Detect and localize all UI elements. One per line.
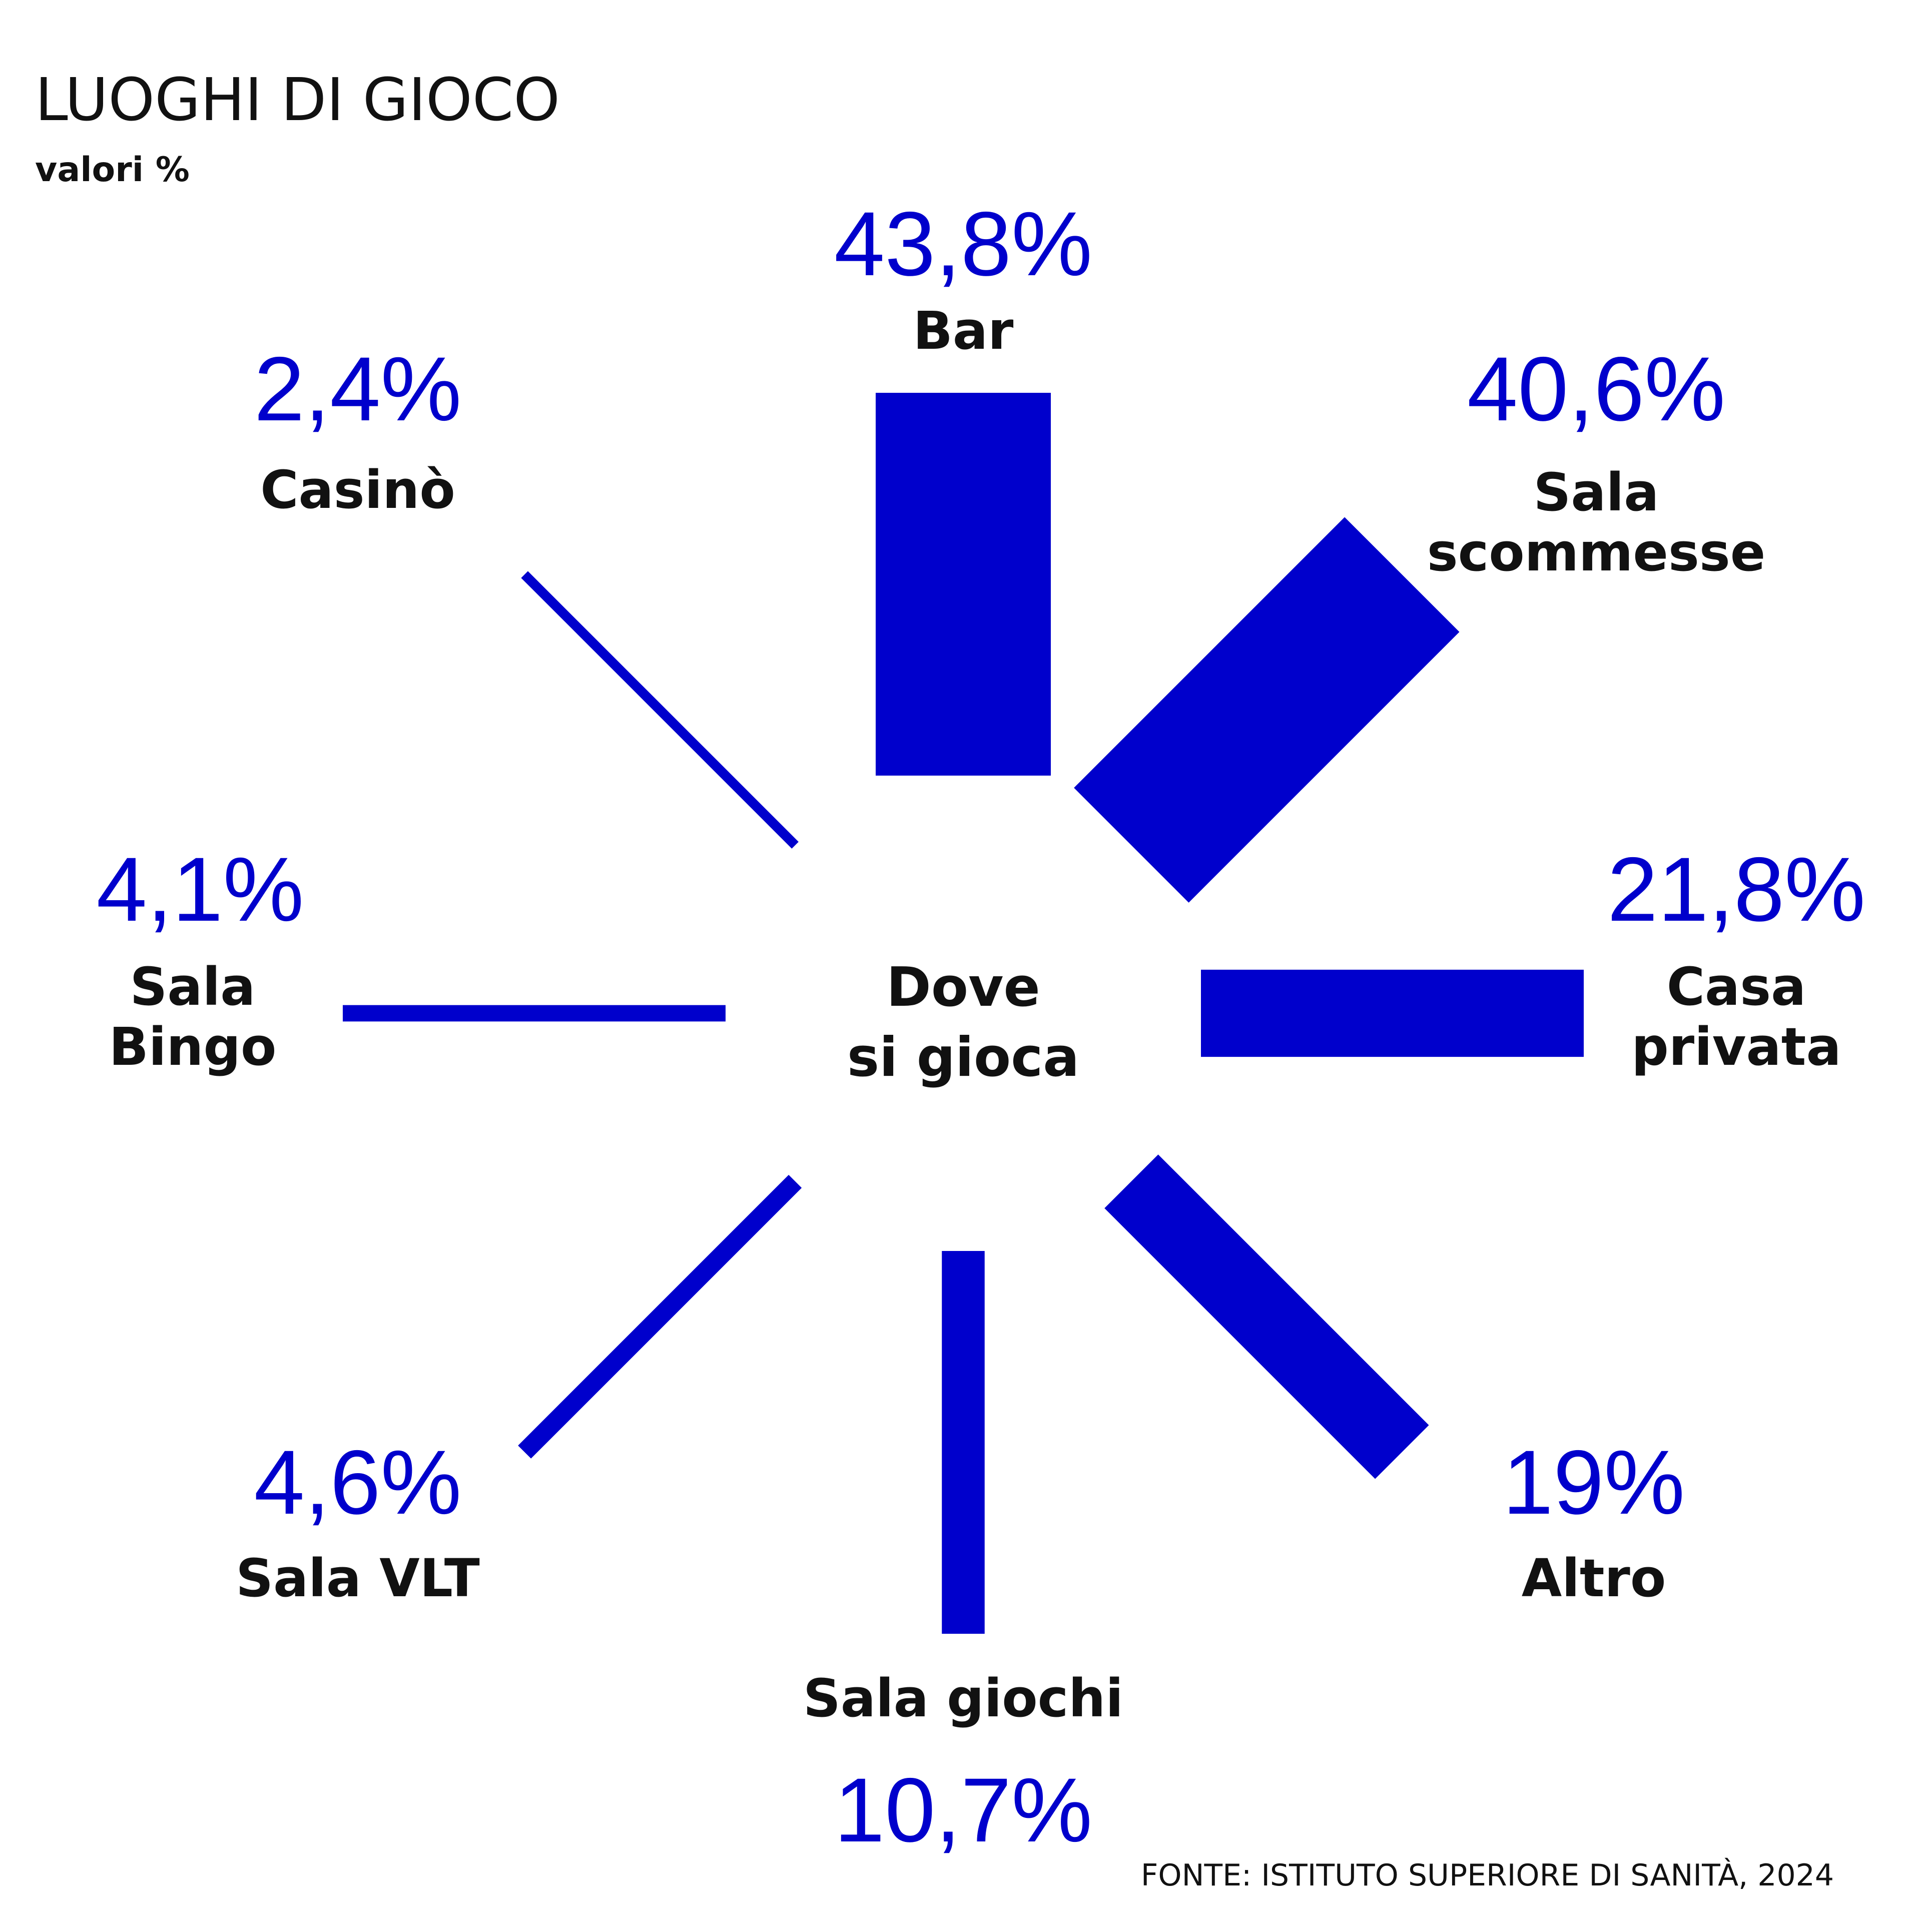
center-label-line-2: si gioca <box>847 1026 1079 1089</box>
category-label-sala-vlt: Sala VLT <box>236 1548 480 1609</box>
value-label-casa-privata: 21,8% <box>1607 838 1865 940</box>
category-label-casino: Casinò <box>260 459 455 520</box>
value-label-sala-vlt: 4,6% <box>254 1431 462 1533</box>
center-label-line-1: Dove <box>886 956 1040 1019</box>
category-label-sala-giochi: Sala giochi <box>803 1668 1123 1729</box>
labels-group: 43,8%Bar40,6%Salascommesse21,8%Casapriva… <box>97 193 1865 1861</box>
value-label-altro: 19% <box>1503 1431 1685 1533</box>
source-note: FONTE: ISTITUTO SUPERIORE DI SANITÀ, 202… <box>1141 1857 1834 1893</box>
bar-sala-scommesse <box>1074 517 1460 903</box>
value-label-casino: 2,4% <box>254 338 462 440</box>
value-label-sala-bingo: 4,1% <box>97 838 304 940</box>
bar-casino <box>521 571 799 849</box>
category-label-sala-bingo-line-2: Bingo <box>109 1016 277 1077</box>
category-label-altro: Altro <box>1522 1548 1666 1609</box>
value-label-bar: 43,8% <box>834 193 1092 295</box>
chart-subtitle: valori % <box>35 150 190 190</box>
bar-sala-giochi <box>942 1251 985 1634</box>
bar-bar <box>876 393 1051 776</box>
category-label-sala-scommesse-line-2: scommesse <box>1427 522 1766 583</box>
bars-group <box>343 393 1584 1634</box>
category-label-sala-bingo-line-1: Sala <box>130 956 256 1017</box>
bar-casa-privata <box>1201 969 1584 1057</box>
bar-altro <box>1104 1154 1429 1479</box>
value-label-sala-giochi: 10,7% <box>834 1759 1092 1861</box>
chart-title: LUOGHI DI GIOCO <box>35 65 560 134</box>
bar-sala-bingo <box>343 1005 726 1022</box>
value-label-sala-scommesse: 40,6% <box>1467 338 1725 440</box>
category-label-bar: Bar <box>913 300 1014 361</box>
bar-sala-vlt <box>518 1174 802 1459</box>
category-label-casa-privata-line-1: Casa <box>1667 956 1806 1017</box>
category-label-sala-scommesse-line-1: Sala <box>1534 462 1659 523</box>
category-label-casa-privata-line-2: privata <box>1631 1016 1841 1077</box>
